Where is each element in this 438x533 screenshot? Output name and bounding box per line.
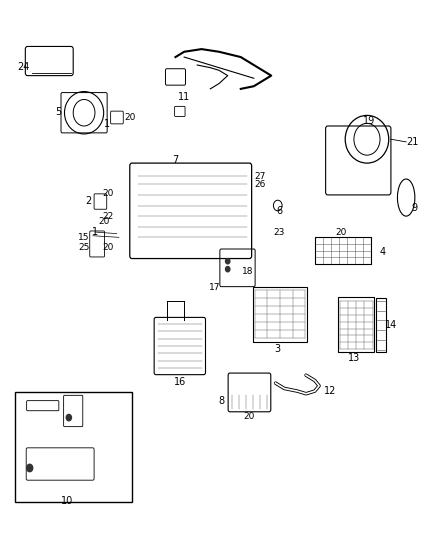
Text: 20: 20	[98, 217, 110, 227]
Text: 7: 7	[172, 156, 179, 165]
Text: 17: 17	[209, 283, 220, 292]
Text: 25: 25	[78, 244, 90, 253]
Text: 9: 9	[412, 203, 418, 213]
Text: 20: 20	[102, 244, 114, 253]
Text: 1: 1	[104, 119, 110, 130]
Text: 24: 24	[17, 62, 29, 72]
Text: 10: 10	[60, 496, 73, 506]
Text: 20: 20	[335, 228, 346, 237]
Text: 12: 12	[324, 386, 336, 396]
Text: 22: 22	[102, 212, 113, 221]
Text: 1: 1	[92, 227, 98, 237]
Circle shape	[226, 259, 230, 264]
Text: 21: 21	[406, 137, 419, 147]
Circle shape	[27, 464, 33, 472]
Text: 3: 3	[275, 344, 281, 354]
Text: 19: 19	[363, 116, 375, 126]
Text: 8: 8	[218, 395, 224, 406]
Text: 15: 15	[78, 233, 90, 242]
Text: 5: 5	[55, 107, 61, 117]
Text: 14: 14	[385, 320, 397, 330]
Text: 18: 18	[241, 268, 253, 276]
Text: 4: 4	[379, 247, 385, 257]
Text: 20: 20	[244, 411, 255, 421]
Text: 6: 6	[277, 206, 283, 216]
Text: 11: 11	[178, 92, 190, 102]
Text: 23: 23	[273, 228, 285, 237]
Text: 27: 27	[254, 172, 266, 181]
Text: 2: 2	[85, 196, 92, 206]
Circle shape	[226, 266, 230, 272]
Text: 13: 13	[348, 353, 360, 362]
Circle shape	[66, 415, 71, 421]
Text: 20: 20	[124, 113, 135, 122]
Text: 26: 26	[254, 180, 266, 189]
Text: 16: 16	[174, 377, 186, 387]
Text: 20: 20	[102, 189, 114, 198]
